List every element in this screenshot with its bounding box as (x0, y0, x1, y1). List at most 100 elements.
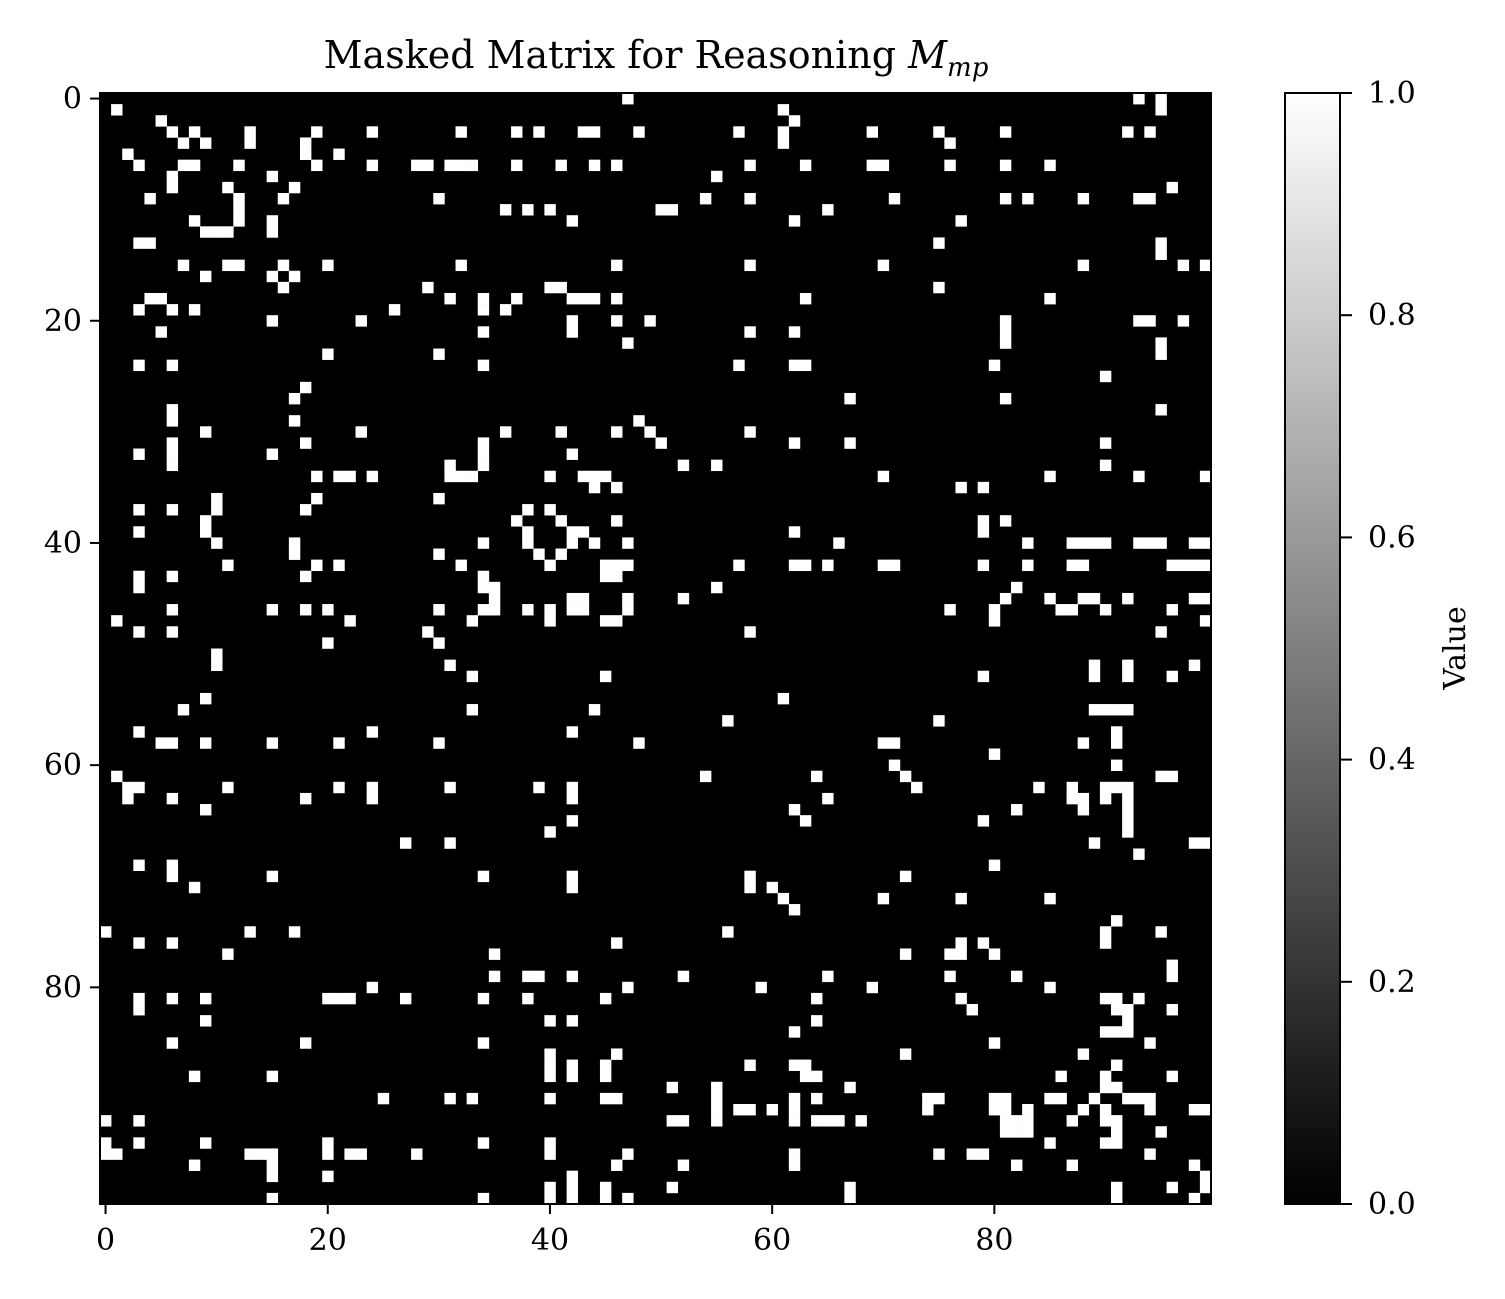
x-tick-label: 80 (975, 1223, 1013, 1258)
heatmap-cell (566, 1192, 579, 1205)
heatmap-cell (999, 1092, 1012, 1105)
heatmap-cell (1111, 915, 1123, 927)
heatmap-cell (433, 192, 445, 205)
heatmap-cell (599, 570, 612, 583)
heatmap-cell (1077, 259, 1090, 272)
heatmap-cell (100, 1148, 112, 1160)
heatmap-cell (999, 592, 1012, 605)
heatmap-cell (1155, 537, 1167, 549)
heatmap-cell (299, 604, 312, 616)
heatmap-cell (544, 204, 556, 216)
heatmap-cell (822, 1115, 834, 1127)
heatmap-cell (622, 93, 634, 105)
heatmap-cell (477, 1192, 490, 1205)
heatmap-cell (566, 970, 579, 983)
heatmap-cell (322, 1137, 334, 1149)
heatmap-cell (522, 604, 534, 616)
heatmap-cell (311, 492, 323, 505)
heatmap-cell (166, 604, 179, 616)
heatmap-cell (1188, 837, 1201, 849)
heatmap-cell (166, 1037, 179, 1049)
heatmap-cell (911, 781, 923, 794)
heatmap-cell (166, 170, 179, 183)
heatmap-cell (599, 470, 612, 483)
heatmap-cell (444, 1092, 456, 1105)
heatmap-cell (1066, 781, 1078, 794)
heatmap-cell (544, 1059, 556, 1071)
heatmap-cell (1066, 537, 1078, 549)
heatmap-cell (844, 437, 856, 449)
x-tick-label: 60 (753, 1223, 791, 1258)
heatmap-cell (788, 359, 801, 372)
heatmap-cell (599, 1192, 612, 1205)
heatmap-cell (944, 970, 956, 983)
heatmap-cell (133, 1137, 145, 1149)
heatmap-cell (422, 626, 434, 638)
heatmap-cell (199, 515, 212, 527)
heatmap-cell (1055, 604, 1067, 616)
heatmap-cell (311, 470, 323, 483)
heatmap-cell (188, 1159, 201, 1171)
heatmap-cell (1199, 837, 1212, 849)
heatmap-cell (1022, 1126, 1034, 1138)
heatmap-cell (288, 270, 301, 283)
heatmap-cell (1122, 804, 1134, 816)
heatmap-cell (722, 715, 734, 727)
heatmap-cell (622, 1148, 634, 1160)
heatmap-cell (711, 1092, 723, 1105)
heatmap-cell (477, 304, 490, 316)
heatmap-cell (977, 526, 990, 538)
heatmap-cell (222, 559, 234, 572)
heatmap-cell (333, 737, 345, 749)
heatmap-cell (1099, 937, 1112, 949)
heatmap-cell (122, 792, 134, 805)
heatmap-cell (566, 215, 579, 227)
colorbar-gradient (1284, 92, 1341, 1205)
heatmap-cell (222, 948, 234, 960)
heatmap-cell (788, 1159, 801, 1171)
heatmap-cell (1122, 1092, 1134, 1105)
heatmap-cell (166, 459, 179, 472)
heatmap-cell (1099, 1137, 1112, 1149)
heatmap-cell (1166, 970, 1178, 983)
heatmap-cell (133, 992, 145, 1005)
heatmap-cell (311, 559, 323, 572)
heatmap-frame (99, 92, 1212, 1205)
heatmap-cell (611, 481, 623, 494)
heatmap-cell (899, 870, 912, 883)
heatmap-cell (366, 726, 379, 738)
heatmap-cell (1133, 537, 1145, 549)
heatmap-cell (711, 1081, 723, 1094)
heatmap-cell (1155, 1126, 1167, 1138)
heatmap-cell (622, 981, 634, 994)
heatmap-cell (1044, 981, 1056, 994)
heatmap-cell (977, 670, 990, 683)
heatmap-cell (533, 548, 545, 560)
x-tick-label: 20 (309, 1223, 347, 1258)
heatmap-cell (211, 492, 223, 505)
heatmap-cell (833, 1115, 845, 1127)
heatmap-cell (266, 870, 279, 883)
heatmap-cell (122, 148, 134, 160)
heatmap-cell (244, 926, 256, 938)
heatmap-cell (1111, 1026, 1123, 1038)
heatmap-cell (488, 592, 501, 605)
heatmap-cell (266, 1070, 279, 1083)
heatmap-cell (599, 670, 612, 683)
heatmap-cell (1088, 1092, 1101, 1105)
heatmap-cell (511, 159, 523, 172)
heatmap-cell (455, 259, 467, 272)
heatmap-cell (777, 692, 790, 705)
heatmap-cell (999, 392, 1012, 405)
heatmap-cell (1155, 348, 1167, 360)
heatmap-cell (622, 1192, 634, 1205)
heatmap-cell (833, 537, 845, 549)
heatmap-cell (1099, 1104, 1112, 1116)
heatmap-cell (544, 1048, 556, 1060)
heatmap-cell (811, 1015, 823, 1027)
heatmap-cell (1099, 926, 1112, 938)
heatmap-cell (599, 1059, 612, 1071)
heatmap-cell (199, 270, 212, 283)
heatmap-cell (322, 637, 334, 649)
